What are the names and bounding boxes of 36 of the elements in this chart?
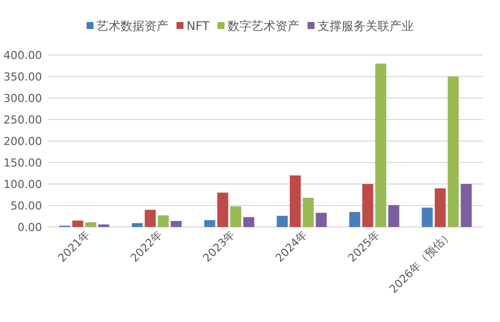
- bar: [72, 220, 84, 227]
- y-tick-label: 150.00: [4, 156, 42, 170]
- y-tick-label: 100.00: [4, 178, 42, 191]
- legend-label: 支撑服务关联产业: [318, 19, 414, 33]
- legend-label: 数字艺术资产: [228, 19, 300, 33]
- bar: [375, 64, 386, 227]
- y-tick-label: 50.00: [10, 200, 42, 212]
- bar: [132, 223, 143, 227]
- y-tick-label: 0.00: [18, 221, 42, 234]
- bar: [170, 220, 182, 227]
- y-tick-label: 250.00: [4, 114, 42, 126]
- bar: [388, 205, 400, 227]
- bar: [243, 217, 254, 227]
- bar: [349, 212, 360, 227]
- bar: [144, 210, 156, 227]
- bar: [230, 206, 242, 227]
- bar: [217, 192, 228, 227]
- y-tick-label: 300.00: [4, 92, 42, 105]
- y-tick-label: 350.00: [4, 70, 42, 84]
- bar: [204, 220, 216, 227]
- bar: [362, 184, 374, 227]
- bar: [316, 212, 327, 227]
- legend-label: 艺术数据资产: [96, 19, 168, 33]
- bar: [460, 184, 472, 227]
- legend-label: NFT: [186, 19, 210, 33]
- bar: [276, 216, 288, 227]
- bar: [98, 224, 110, 227]
- bar: [85, 222, 96, 227]
- bar: [158, 215, 169, 227]
- bar: [302, 198, 314, 227]
- bar: [434, 188, 446, 227]
- bar: [422, 208, 433, 227]
- bar: [290, 175, 301, 227]
- y-tick-label: 400.00: [4, 49, 42, 62]
- bar: [448, 76, 459, 227]
- y-tick-label: 200.00: [4, 135, 42, 148]
